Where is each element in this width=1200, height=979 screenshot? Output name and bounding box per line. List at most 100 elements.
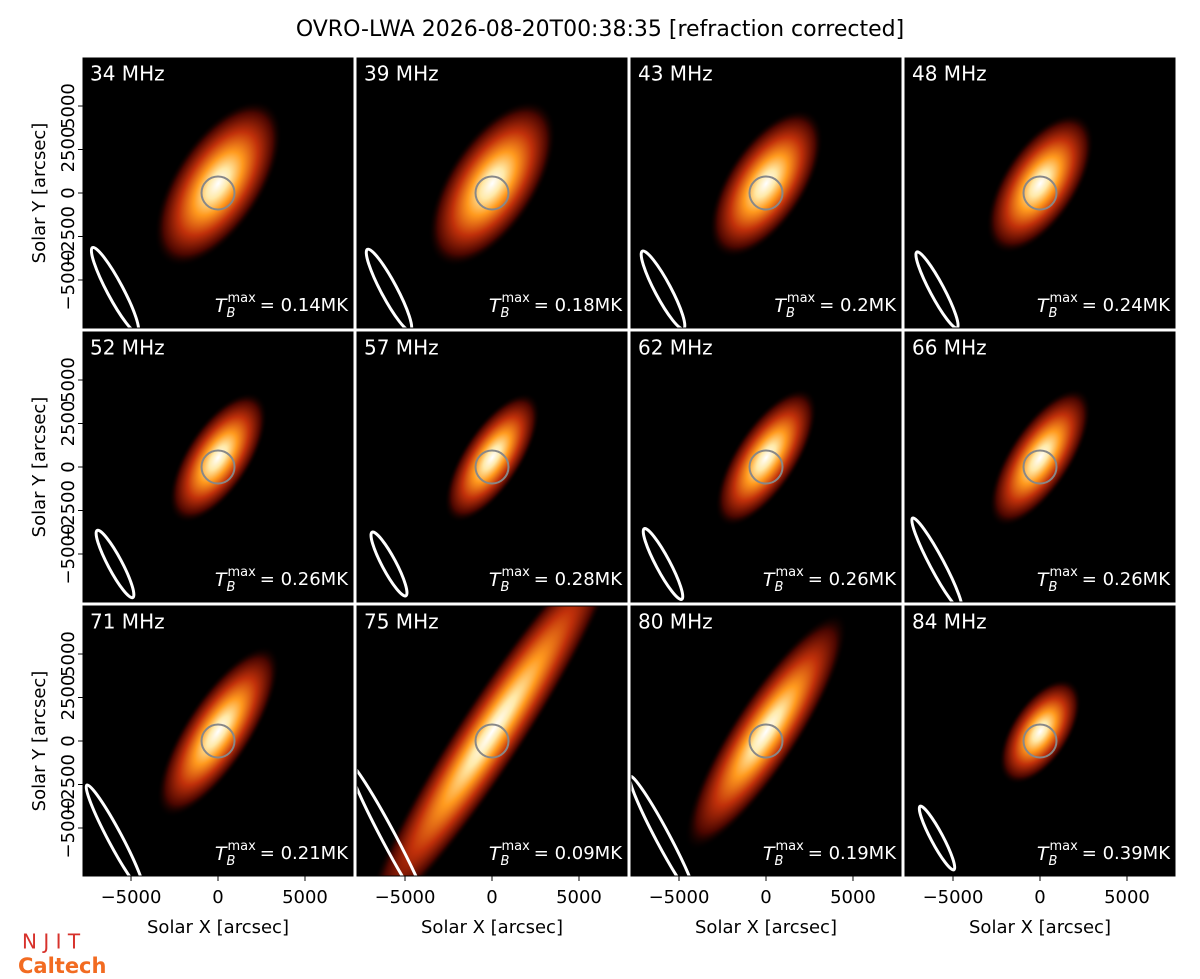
logo-caltech: Caltech	[18, 954, 106, 975]
x-tick-label: −5000	[101, 887, 162, 908]
tb-max-label: TBmax = 0.21MK	[215, 839, 349, 869]
x-tick-label: 0	[212, 887, 223, 908]
tb-value: = 0.39MK	[1082, 843, 1171, 864]
tb-sub: B	[775, 580, 784, 595]
tb-sub: B	[227, 306, 236, 321]
x-tick-label: 5000	[556, 887, 602, 908]
x-axis-label: Solar X [arcsec]	[969, 917, 1111, 938]
panel: 39 MHz TBmax = 0.18MK	[357, 58, 627, 328]
beam	[910, 516, 964, 602]
y-tick-label: −2500	[58, 754, 79, 815]
tb-max-label: TBmax = 0.14MK	[215, 291, 349, 321]
emission-image	[444, 392, 541, 523]
tb-max-label: TBmax = 0.39MK	[1037, 839, 1171, 869]
tb-value: = 0.09MK	[534, 843, 623, 864]
x-axis-label: Solar X [arcsec]	[421, 917, 563, 938]
x-tick-label: 0	[486, 887, 497, 908]
panel: 84 MHz TBmax = 0.39MK	[905, 606, 1175, 876]
solar-disk	[1022, 449, 1058, 485]
tb-value: = 0.19MK	[808, 843, 897, 864]
x-tick-label: −5000	[649, 887, 710, 908]
tb-symbol: T	[215, 295, 228, 317]
tb-value: = 0.14MK	[260, 295, 349, 316]
tb-symbol: T	[763, 843, 776, 865]
tb-symbol: T	[215, 843, 228, 865]
panel-frame	[356, 57, 628, 329]
y-tick-label: −2500	[58, 206, 79, 267]
panel: 71 MHz TBmax = 0.21MK	[83, 606, 353, 876]
tb-max-label: TBmax = 0.18MK	[489, 291, 623, 321]
beam	[94, 528, 136, 600]
tb-symbol: T	[1037, 295, 1050, 317]
y-tick-label: 5000	[58, 631, 79, 677]
beam	[364, 247, 414, 328]
beam	[917, 804, 957, 872]
panel-frame	[904, 57, 1176, 329]
panel: 75 MHz TBmax = 0.09MK	[357, 606, 627, 876]
tb-sup: max	[501, 291, 530, 306]
tb-sub: B	[775, 854, 784, 869]
panel-frame	[904, 331, 1176, 603]
panel: 80 MHz TBmax = 0.19MK	[631, 606, 901, 876]
panel-title: 80 MHz	[638, 610, 713, 634]
tb-max-label: TBmax = 0.28MK	[489, 565, 623, 595]
panel-frame	[630, 331, 902, 603]
tb-max-label: TBmax = 0.26MK	[215, 565, 349, 595]
solar-disk	[1022, 723, 1058, 759]
panel: 66 MHz TBmax = 0.26MK	[905, 332, 1175, 602]
x-tick-label: −5000	[923, 887, 984, 908]
solar-disk	[474, 449, 510, 485]
emission-image	[428, 100, 557, 267]
tb-sup: max	[775, 565, 804, 580]
solar-disk	[1022, 175, 1058, 211]
panel: 34 MHz TBmax = 0.14MK	[83, 58, 353, 328]
panel-title: 48 MHz	[912, 62, 987, 86]
tb-sup: max	[227, 565, 256, 580]
tb-value: = 0.24MK	[1082, 295, 1171, 316]
emission-image	[708, 109, 824, 259]
y-tick-label: 2500	[58, 675, 79, 721]
panel-title: 39 MHz	[364, 62, 439, 86]
beam	[369, 530, 409, 598]
tb-sub: B	[501, 580, 510, 595]
y-tick-label: −5000	[58, 250, 79, 311]
y-tick-label: 0	[58, 735, 79, 746]
y-tick-label: −5000	[58, 524, 79, 585]
solar-disk	[748, 175, 784, 211]
tb-max-label: TBmax = 0.2MK	[774, 291, 897, 321]
beam	[631, 774, 698, 876]
tb-sub: B	[227, 854, 236, 869]
emission-image	[684, 612, 848, 851]
emission-image	[156, 645, 280, 818]
x-tick-label: −5000	[375, 887, 436, 908]
tb-sup: max	[1049, 839, 1078, 854]
panel: 48 MHz TBmax = 0.24MK	[905, 58, 1175, 328]
tb-sub: B	[1049, 580, 1058, 595]
panel-title: 34 MHz	[90, 62, 165, 86]
panel-title: 75 MHz	[364, 610, 439, 634]
emission-image	[714, 388, 818, 527]
tb-max-label: TBmax = 0.09MK	[489, 839, 623, 869]
emission-image	[168, 392, 268, 523]
solar-disk	[474, 723, 510, 759]
emission-image	[154, 100, 283, 267]
tb-sup: max	[775, 839, 804, 854]
solar-disk	[200, 723, 236, 759]
x-axis-label: Solar X [arcsec]	[695, 917, 837, 938]
tb-sup: max	[227, 291, 256, 306]
y-axis-label: Solar Y [arcsec]	[29, 397, 50, 538]
tb-value: = 0.2MK	[819, 295, 897, 316]
panel-title: 62 MHz	[638, 336, 713, 360]
tb-value: = 0.26MK	[260, 569, 349, 590]
tb-value: = 0.26MK	[1082, 569, 1171, 590]
y-tick-label: −2500	[58, 480, 79, 541]
figure-title: OVRO-LWA 2026-08-20T00:38:35 [refraction…	[296, 17, 904, 42]
panel-title: 57 MHz	[364, 336, 439, 360]
tb-sup: max	[501, 839, 530, 854]
tb-sub: B	[1049, 854, 1058, 869]
panel: 43 MHz TBmax = 0.2MK	[631, 58, 901, 328]
emission-image	[986, 113, 1095, 254]
logo-njit: N J I T	[22, 930, 81, 954]
